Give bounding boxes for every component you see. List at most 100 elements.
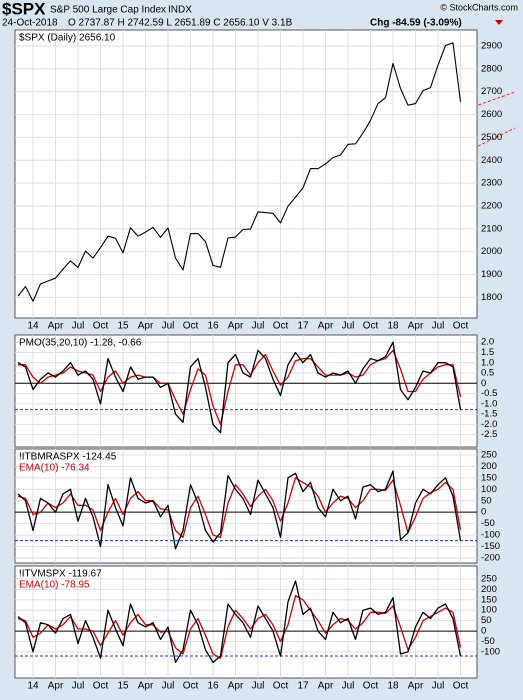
series-line bbox=[17, 470, 462, 550]
y-tick-label: 250 bbox=[481, 449, 497, 460]
x-tick-label: 18 bbox=[387, 321, 399, 332]
x-tick-label: Apr bbox=[138, 681, 154, 692]
y-tick-label: 250 bbox=[481, 573, 497, 584]
x-tick-label: Jul bbox=[252, 321, 265, 332]
y-tick-label: 1900 bbox=[481, 269, 502, 280]
exchange: INDX bbox=[168, 5, 192, 16]
y-tick-label: 2100 bbox=[481, 223, 502, 234]
x-tick-label: Oct bbox=[93, 321, 109, 332]
x-tick-label: 18 bbox=[387, 681, 399, 692]
symbol: $SPX bbox=[2, 0, 46, 18]
y-tick-label: 0.5 bbox=[481, 368, 494, 379]
y-tick-label: 2000 bbox=[481, 246, 502, 257]
y-tick-label: -1.5 bbox=[481, 409, 497, 420]
panel-background bbox=[14, 334, 478, 448]
x-tick-label: Apr bbox=[408, 321, 424, 332]
x-tick-label: Oct bbox=[183, 321, 199, 332]
y-tick-label: -2.0 bbox=[481, 419, 497, 430]
y-tick-label: 1.5 bbox=[481, 347, 494, 358]
y-tick-label: 2600 bbox=[481, 109, 502, 120]
y-tick-label: 50 bbox=[481, 495, 492, 506]
y-tick-label: 2200 bbox=[481, 201, 502, 212]
y-tick-label: 2.0 bbox=[481, 337, 494, 348]
x-tick-label: Oct bbox=[183, 681, 199, 692]
x-tick-label: Oct bbox=[363, 681, 379, 692]
x-tick-label: Jul bbox=[342, 321, 355, 332]
x-tick-label: Oct bbox=[453, 681, 469, 692]
y-tick-label: 2400 bbox=[481, 155, 502, 166]
y-tick-label: -200 bbox=[481, 552, 500, 563]
series-line bbox=[17, 477, 462, 539]
series-line bbox=[17, 594, 462, 659]
y-tick-label: -100 bbox=[481, 530, 500, 541]
down-arrow bbox=[495, 20, 503, 25]
x-tick-label: Jul bbox=[162, 681, 175, 692]
y-tick-label: -50 bbox=[481, 518, 495, 529]
y-tick-label: -100 bbox=[481, 646, 500, 657]
y-tick-label: 1.0 bbox=[481, 357, 494, 368]
y-tick-label: 150 bbox=[481, 472, 497, 483]
x-tick-label: Apr bbox=[228, 681, 244, 692]
y-tick-label: 1800 bbox=[481, 292, 502, 303]
y-tick-label: 2500 bbox=[481, 132, 502, 143]
x-tick-label: Jul bbox=[342, 681, 355, 692]
x-tick-label: Jul bbox=[72, 681, 85, 692]
x-tick-label: Apr bbox=[318, 321, 334, 332]
y-tick-label: -0.5 bbox=[481, 388, 497, 399]
y-tick-label: 200 bbox=[481, 584, 497, 595]
y-tick-label: -150 bbox=[481, 541, 500, 552]
series-line bbox=[17, 42, 462, 302]
y-tick-label: 100 bbox=[481, 605, 497, 616]
legend-entry: EMA(10) -76.34 bbox=[19, 463, 90, 474]
x-tick-label: Oct bbox=[273, 681, 289, 692]
credit: © StockCharts.com bbox=[440, 2, 518, 12]
x-tick-label: 17 bbox=[297, 321, 309, 332]
y-tick-label: 2900 bbox=[481, 41, 502, 52]
x-tick-label: Jul bbox=[432, 321, 445, 332]
series-line bbox=[17, 580, 462, 664]
y-tick-label: 150 bbox=[481, 594, 497, 605]
x-tick-label: 16 bbox=[207, 321, 219, 332]
y-tick-label: -1.0 bbox=[481, 398, 497, 409]
panel: 14 Apr Jul Oct 15 Apr Jul Oct 16 Apr Jul Oct 17 Apr Ju… bbox=[14, 565, 500, 692]
ohlc: O 2737.87 H 2742.59 L 2651.89 C 2656.10 … bbox=[68, 18, 293, 29]
x-tick-label: 17 bbox=[297, 681, 309, 692]
x-tick-label: 15 bbox=[117, 321, 129, 332]
legend-entry: EMA(10) -78.95 bbox=[19, 580, 90, 591]
x-tick-label: Jul bbox=[72, 321, 85, 332]
y-tick-label: 100 bbox=[481, 484, 497, 495]
date: 24-Oct-2018 bbox=[2, 18, 58, 29]
y-tick-label: 2300 bbox=[481, 178, 502, 189]
x-tick-label: Apr bbox=[408, 681, 424, 692]
panel-background bbox=[14, 29, 478, 319]
x-tick-label: Jul bbox=[432, 681, 445, 692]
y-tick-label: -50 bbox=[481, 636, 495, 647]
series-line bbox=[17, 341, 462, 434]
x-tick-label: Oct bbox=[93, 681, 109, 692]
x-tick-label: 14 bbox=[27, 681, 39, 692]
x-tick-label: Apr bbox=[138, 321, 154, 332]
y-tick-label: 2800 bbox=[481, 63, 502, 74]
y-tick-label: 50 bbox=[481, 615, 492, 626]
y-tick-label: 0 bbox=[481, 626, 486, 637]
panel: 14 Apr Jul Oct 15 Apr Jul Oct 16 Apr Jul Oct 17 Apr Ju… bbox=[14, 29, 502, 332]
legend-entry: PMO(35,20,10) -1.28, -0.66 bbox=[19, 338, 142, 349]
x-tick-label: Oct bbox=[453, 321, 469, 332]
y-tick-label: 200 bbox=[481, 461, 497, 472]
change: Chg -84.59 (-3.09%) bbox=[370, 18, 462, 29]
y-tick-label: 0 bbox=[481, 378, 486, 389]
x-tick-label: 15 bbox=[117, 681, 129, 692]
x-tick-label: Oct bbox=[363, 321, 379, 332]
y-tick-label: 2700 bbox=[481, 86, 502, 97]
y-tick-label: -2.5 bbox=[481, 429, 497, 440]
x-tick-label: 14 bbox=[27, 321, 39, 332]
panel: 2.01.51.00.50-0.5-1.0-1.5-2.0-2.5 PMO(35,… bbox=[14, 334, 497, 448]
x-tick-label: Apr bbox=[228, 321, 244, 332]
index-name: S&P 500 Large Cap Index bbox=[50, 5, 166, 16]
legend-entry: !ITVMSPX -119.67 bbox=[19, 569, 102, 580]
x-tick-label: Jul bbox=[162, 321, 175, 332]
x-tick-label: Jul bbox=[252, 681, 265, 692]
x-tick-label: 16 bbox=[207, 681, 219, 692]
